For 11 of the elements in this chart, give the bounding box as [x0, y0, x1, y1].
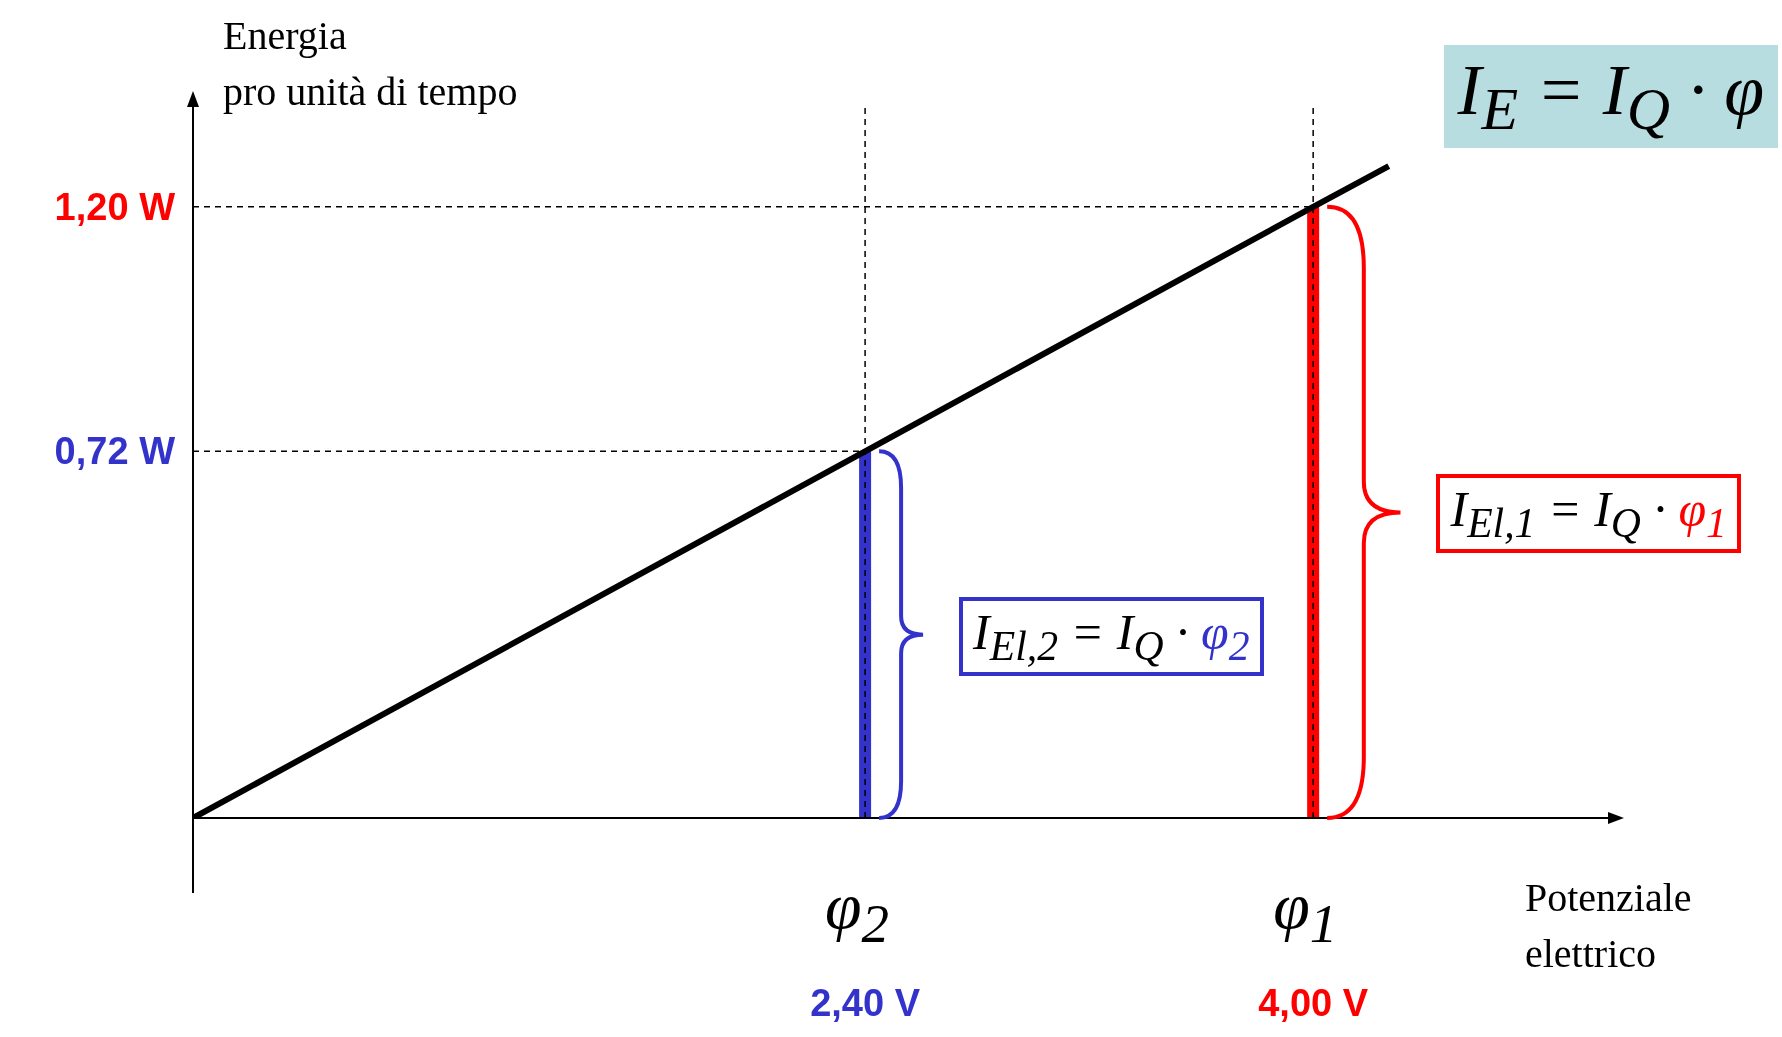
y-tick-label: 1,20 W [54, 185, 176, 228]
annotation: φ$_{2}$ [825, 868, 890, 956]
y-axis-title: Energia pro unità di tempo [223, 12, 518, 116]
annotation: I$_{E}$ = I$_{Q}$ · φ [1443, 45, 1778, 149]
annotation: I$_{El,1}$ = I$_{Q}$ · φ$_{1}$ [1450, 480, 1727, 548]
x-tick-label: 2,40 V [810, 982, 921, 1024]
x-tick-label: 4,00 V [1258, 982, 1369, 1024]
annotation: φ$_{1}$ [1273, 868, 1338, 956]
x-axis-title: Potenziale elettrico [1525, 874, 1692, 978]
y-tick-label: 0,72 W [54, 430, 176, 473]
annotation: I$_{El,2}$ = I$_{Q}$ · φ$_{2}$ [973, 602, 1250, 670]
